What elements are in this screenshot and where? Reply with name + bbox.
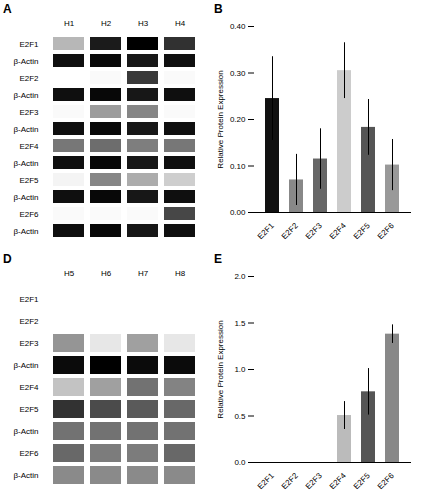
svg-text:E2F6: E2F6 bbox=[19, 210, 39, 219]
html-text:E: E bbox=[214, 252, 222, 266]
svg-text:β-Actin: β-Actin bbox=[13, 159, 38, 168]
svg-text:E2F3: E2F3 bbox=[304, 471, 324, 491]
svg-text:E2F5: E2F5 bbox=[19, 405, 39, 414]
svg-text:E2F3: E2F3 bbox=[19, 108, 39, 117]
svg-text:H6: H6 bbox=[101, 269, 112, 278]
svg-text:E2F3: E2F3 bbox=[304, 221, 324, 241]
svg-text:H3: H3 bbox=[138, 19, 149, 28]
svg-text:1.0: 1.0 bbox=[234, 365, 246, 374]
svg-text:E2F5: E2F5 bbox=[352, 221, 372, 241]
svg-text:0.40: 0.40 bbox=[230, 22, 246, 31]
svg-text:β-Actin: β-Actin bbox=[13, 91, 38, 100]
svg-text:E2F6: E2F6 bbox=[376, 471, 396, 491]
svg-text:H4: H4 bbox=[175, 19, 186, 28]
svg-text:E2F4: E2F4 bbox=[19, 383, 39, 392]
svg-text:0.0: 0.0 bbox=[234, 458, 246, 467]
svg-text:E2F2: E2F2 bbox=[280, 471, 300, 491]
svg-text:E2F2: E2F2 bbox=[19, 74, 39, 83]
svg-text:E2F4: E2F4 bbox=[328, 221, 348, 241]
svg-text:0.30: 0.30 bbox=[230, 69, 246, 78]
svg-text:E2F6: E2F6 bbox=[376, 221, 396, 241]
svg-text:E2F6: E2F6 bbox=[19, 449, 39, 458]
svg-text:0.00: 0.00 bbox=[230, 208, 246, 217]
svg-text:Relative Protein Expression: Relative Protein Expression bbox=[216, 320, 225, 418]
svg-text:β-Actin: β-Actin bbox=[13, 427, 38, 436]
svg-text:E2F4: E2F4 bbox=[19, 142, 39, 151]
svg-text:E2F2: E2F2 bbox=[19, 317, 39, 326]
svg-text:0.5: 0.5 bbox=[234, 412, 246, 421]
html-text:D: D bbox=[3, 252, 12, 266]
svg-text:0.10: 0.10 bbox=[230, 162, 246, 171]
svg-text:E2F2: E2F2 bbox=[280, 221, 300, 241]
svg-text:Relative Protein Expression: Relative Protein Expression bbox=[216, 70, 225, 168]
svg-text:β-Actin: β-Actin bbox=[13, 227, 38, 236]
svg-text:β-Actin: β-Actin bbox=[13, 193, 38, 202]
svg-text:β-Actin: β-Actin bbox=[13, 125, 38, 134]
svg-text:H1: H1 bbox=[64, 19, 75, 28]
svg-text:E2F1: E2F1 bbox=[19, 40, 39, 49]
svg-text:E2F3: E2F3 bbox=[19, 339, 39, 348]
html-text:A: A bbox=[3, 2, 12, 16]
svg-text:β-Actin: β-Actin bbox=[13, 471, 38, 480]
svg-text:E2F1: E2F1 bbox=[256, 471, 276, 491]
svg-text:H8: H8 bbox=[175, 269, 186, 278]
svg-text:β-Actin: β-Actin bbox=[13, 361, 38, 370]
svg-text:2.0: 2.0 bbox=[234, 272, 246, 281]
svg-text:E2F1: E2F1 bbox=[256, 221, 276, 241]
svg-text:E2F5: E2F5 bbox=[19, 176, 39, 185]
svg-text:H5: H5 bbox=[64, 269, 75, 278]
svg-text:H7: H7 bbox=[138, 269, 149, 278]
svg-text:E2F4: E2F4 bbox=[328, 471, 348, 491]
svg-text:E2F1: E2F1 bbox=[19, 295, 39, 304]
svg-text:0.20: 0.20 bbox=[230, 115, 246, 124]
svg-text:E2F5: E2F5 bbox=[352, 471, 372, 491]
svg-text:H2: H2 bbox=[101, 19, 112, 28]
html-text:B: B bbox=[214, 2, 223, 16]
svg-text:1.5: 1.5 bbox=[234, 319, 246, 328]
svg-text:β-Actin: β-Actin bbox=[13, 57, 38, 66]
